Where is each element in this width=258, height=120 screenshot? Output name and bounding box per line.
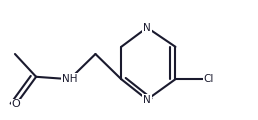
Text: NH: NH xyxy=(62,74,77,84)
Text: O: O xyxy=(12,99,20,109)
Text: N: N xyxy=(143,95,151,105)
Text: Cl: Cl xyxy=(204,74,214,84)
Text: N: N xyxy=(143,23,151,33)
